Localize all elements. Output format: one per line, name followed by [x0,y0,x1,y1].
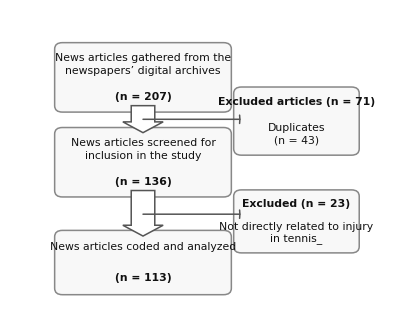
Text: Excluded articles (n = 71): Excluded articles (n = 71) [218,97,375,107]
Text: in tennis_: in tennis_ [270,233,322,244]
Text: (n = 136): (n = 136) [115,177,171,187]
FancyBboxPatch shape [234,87,359,155]
Text: Duplicates: Duplicates [268,123,325,133]
Text: News articles coded and analyzed: News articles coded and analyzed [50,242,236,252]
FancyBboxPatch shape [55,230,231,295]
Text: Excluded (n = 23): Excluded (n = 23) [242,199,350,209]
Text: (n = 43): (n = 43) [274,135,319,145]
FancyBboxPatch shape [234,190,359,253]
Text: newspapers’ digital archives: newspapers’ digital archives [65,66,221,76]
Polygon shape [123,190,163,236]
Text: (n = 207): (n = 207) [115,92,171,102]
Text: News articles screened for: News articles screened for [70,138,216,148]
Text: (n = 113): (n = 113) [115,273,171,283]
Text: inclusion in the study: inclusion in the study [85,151,201,161]
Polygon shape [123,106,163,133]
Text: News articles gathered from the: News articles gathered from the [55,53,231,63]
Text: Not directly related to injury: Not directly related to injury [219,222,374,232]
FancyBboxPatch shape [55,128,231,197]
FancyBboxPatch shape [55,43,231,112]
